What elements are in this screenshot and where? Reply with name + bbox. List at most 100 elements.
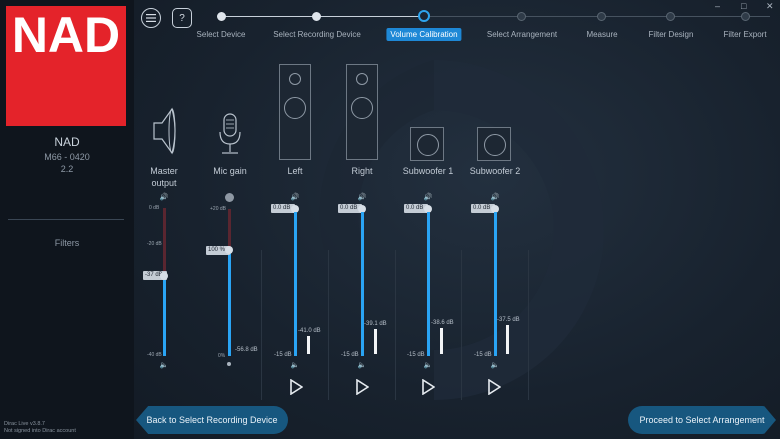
mic-track-upper <box>228 209 231 249</box>
subwoofer-2-volume-icon: 🔊 <box>490 194 500 201</box>
master-volume-knob[interactable] <box>160 272 168 280</box>
subwoofer-2-min-label: -15 dB <box>474 352 492 358</box>
right-gain-track[interactable] <box>361 212 364 356</box>
column-divider <box>328 250 329 400</box>
subwoofer-1-play-icon[interactable] <box>421 379 435 395</box>
mic-level-value: -56.8 dB <box>235 347 258 353</box>
sidebar-divider <box>8 219 124 220</box>
subwoofer-1-icon <box>410 127 444 161</box>
close-icon[interactable]: ✕ <box>766 1 774 11</box>
mic-scale-bottom: 0% <box>218 353 226 359</box>
left-level-value: -41.0 dB <box>298 328 321 334</box>
mic-dot-icon <box>227 362 231 366</box>
step-label-volume-calibration[interactable]: Volume Calibration <box>386 28 462 41</box>
master-scale-top: 0 dB <box>149 205 160 211</box>
account-status: Not signed into Dirac account <box>4 428 76 434</box>
right-mute-icon: 🔈 <box>357 362 367 369</box>
left-level-bar <box>307 336 310 354</box>
column-divider <box>261 250 262 400</box>
subwoofer-1-gain-knob[interactable] <box>424 205 432 213</box>
right-gain-handle[interactable]: 0.0 dB <box>338 204 362 213</box>
subwoofer-1-level-value: -38.6 dB <box>431 320 454 326</box>
logo-text: NAD <box>12 7 120 63</box>
mic-indicator-icon <box>225 193 234 202</box>
master-track-upper <box>163 208 166 276</box>
mic-track-lower[interactable] <box>228 249 231 356</box>
right-level-value: -39.1 dB <box>364 321 387 327</box>
step-dot-volume-calibration[interactable] <box>418 10 430 22</box>
step-dot-select-recording-device[interactable] <box>312 12 321 21</box>
right-volume-icon: 🔊 <box>357 194 367 201</box>
subwoofer-1-volume-icon: 🔊 <box>423 194 433 201</box>
left-play-icon[interactable] <box>289 379 303 395</box>
mic-scale-top: +20 dB <box>210 206 226 212</box>
subwoofer-2-gain-track[interactable] <box>494 212 497 356</box>
mic-gain-knob[interactable] <box>225 246 233 254</box>
subwoofer-2-gain-handle[interactable]: 0.0 dB <box>471 204 495 213</box>
step-dot-select-arrangement[interactable] <box>517 12 526 21</box>
column-divider <box>461 250 462 400</box>
step-label-select-arrangement[interactable]: Select Arrangement <box>486 30 558 39</box>
subwoofer-1-min-label: -15 dB <box>407 352 425 358</box>
step-dot-select-device[interactable] <box>217 12 226 21</box>
step-label-filter-design[interactable]: Filter Design <box>648 30 694 39</box>
channel-label-right: Right <box>351 166 373 176</box>
step-dot-filter-design[interactable] <box>666 12 675 21</box>
right-level-bar <box>374 329 377 354</box>
hamburger-icon <box>146 14 156 22</box>
app-version: Dirac Live v3.8.7 <box>4 421 45 427</box>
mic-gain-handle[interactable]: 100 % <box>206 246 230 255</box>
sidebar-item-filters[interactable]: Filters <box>54 238 80 248</box>
back-button[interactable]: Back to Select Recording Device <box>136 406 288 434</box>
subwoofer-1-mute-icon: 🔈 <box>423 362 433 369</box>
minimize-icon[interactable]: – <box>715 1 721 11</box>
left-volume-icon: 🔊 <box>290 194 300 201</box>
step-label-filter-export[interactable]: Filter Export <box>723 30 767 39</box>
master-scale-bottom: -40 dB <box>147 352 162 358</box>
device-version: 2.2 <box>60 164 74 174</box>
master-label-line2: output <box>151 178 177 188</box>
channel-label-subwoofer-2: Subwoofer 2 <box>469 166 521 176</box>
master-volume-icon: 🔊 <box>159 194 169 201</box>
step-label-select-device[interactable]: Select Device <box>196 30 246 39</box>
mic-gain-label: Mic gain <box>213 166 247 176</box>
master-speaker-icon <box>153 107 176 155</box>
sidebar-footer: Dirac Live v3.8.7 Not signed into Dirac … <box>4 421 76 435</box>
help-button[interactable]: ? <box>172 8 192 28</box>
step-label-select-recording-device[interactable]: Select Recording Device <box>273 30 361 39</box>
subwoofer-2-level-value: -37.5 dB <box>497 317 520 323</box>
right-gain-knob[interactable] <box>358 205 366 213</box>
step-dot-filter-export[interactable] <box>741 12 750 21</box>
subwoofer-2-mute-icon: 🔈 <box>490 362 500 369</box>
microphone-icon <box>219 113 241 154</box>
subwoofer-1-gain-track[interactable] <box>427 212 430 356</box>
subwoofer-2-icon <box>477 127 511 161</box>
master-scale-mid: -20 dB <box>147 241 162 247</box>
proceed-button[interactable]: Proceed to Select Arrangement <box>628 406 776 434</box>
menu-button[interactable] <box>141 8 161 28</box>
step-label-measure[interactable]: Measure <box>586 30 618 39</box>
maximize-icon[interactable]: □ <box>741 1 747 11</box>
subwoofer-1-gain-handle[interactable]: 0.0 dB <box>404 204 428 213</box>
left-mute-icon: 🔈 <box>290 362 300 369</box>
subwoofer-2-gain-knob[interactable] <box>491 205 499 213</box>
device-brand: NAD <box>54 135 80 149</box>
nad-logo: NAD <box>6 6 126 126</box>
left-gain-track[interactable] <box>294 212 297 356</box>
subwoofer-2-play-icon[interactable] <box>487 379 501 395</box>
left-speaker-icon <box>279 64 311 160</box>
right-play-icon[interactable] <box>355 379 369 395</box>
stepper-progress <box>222 16 424 17</box>
column-divider <box>528 250 529 400</box>
left-gain-knob[interactable] <box>291 205 299 213</box>
left-min-label: -15 dB <box>274 352 292 358</box>
step-dot-measure[interactable] <box>597 12 606 21</box>
left-gain-handle[interactable]: 0.0 dB <box>271 204 295 213</box>
master-volume-handle[interactable]: -37 dB <box>143 271 167 280</box>
main-panel: – □ ✕ ? Select Device Select Recording D… <box>134 0 780 439</box>
device-model: M66 - 0420 <box>44 152 90 162</box>
master-track-lower[interactable] <box>163 276 166 356</box>
master-label-line1: Master <box>150 166 178 176</box>
right-speaker-icon <box>346 64 378 160</box>
